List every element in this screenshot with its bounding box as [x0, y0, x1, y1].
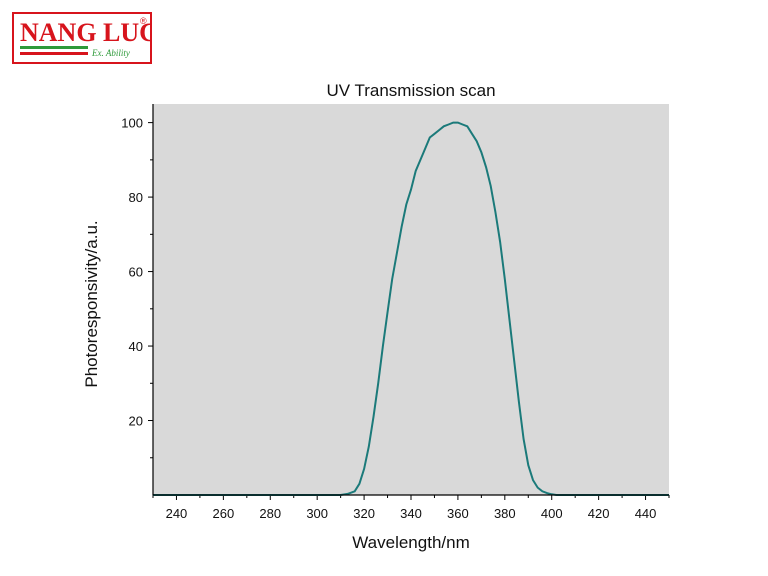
x-tick-label: 240 — [166, 506, 188, 521]
series-line — [153, 121, 669, 496]
y-tick-label: 60 — [129, 265, 143, 280]
y-axis-label: Photoresponsivity/a.u. — [82, 220, 101, 387]
x-tick-label: 360 — [447, 506, 469, 521]
x-tick-label: 400 — [541, 506, 563, 521]
x-tick-label: 440 — [635, 506, 657, 521]
logo-subtext: Ex. Ability — [91, 48, 130, 58]
y-tick-label: 40 — [129, 339, 143, 354]
chart-title: UV Transmission scan — [326, 81, 495, 100]
y-tick-label: 80 — [129, 190, 143, 205]
plot-area — [153, 104, 669, 495]
logo-text: NANG LUC — [20, 18, 152, 47]
x-axis-label: Wavelength/nm — [352, 533, 469, 552]
x-tick-label: 320 — [353, 506, 375, 521]
x-tick-label: 420 — [588, 506, 610, 521]
x-tick-label: 300 — [306, 506, 328, 521]
logo-green-bar — [20, 46, 88, 49]
x-tick-label: 340 — [400, 506, 422, 521]
y-tick-label: 20 — [129, 414, 143, 429]
logo-red-bar — [20, 52, 88, 55]
x-tick-label: 280 — [259, 506, 281, 521]
brand-logo: NANG LUC ® Ex. Ability — [12, 12, 152, 64]
x-tick-label: 260 — [213, 506, 235, 521]
axis-ticks: 240 260 280 300 320 340 360 380 400 420 440 20 40 60 8… — [121, 116, 670, 521]
logo-registered-mark: ® — [140, 16, 147, 26]
x-tick-label: 380 — [494, 506, 516, 521]
y-tick-label: 100 — [121, 116, 143, 131]
